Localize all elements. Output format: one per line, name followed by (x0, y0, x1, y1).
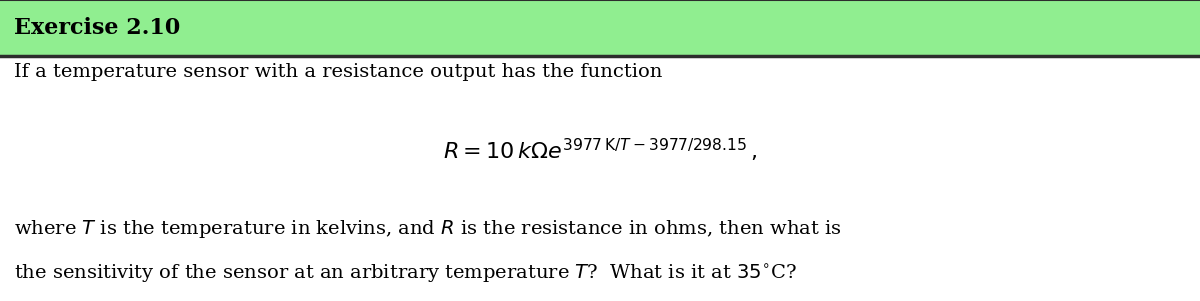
Text: Exercise 2.10: Exercise 2.10 (14, 17, 181, 39)
Text: If a temperature sensor with a resistance output has the function: If a temperature sensor with a resistanc… (14, 63, 662, 81)
Text: $R = 10\,k\Omega e^{3977\,\mathrm{K}/T-3977/298.15}\,,$: $R = 10\,k\Omega e^{3977\,\mathrm{K}/T-3… (443, 137, 757, 164)
Text: the sensitivity of the sensor at an arbitrary temperature $T$?  What is it at $3: the sensitivity of the sensor at an arbi… (14, 262, 797, 286)
Text: where $T$ is the temperature in kelvins, and $R$ is the resistance in ohms, then: where $T$ is the temperature in kelvins,… (14, 218, 842, 240)
Bar (0, 0, 1200, 56)
